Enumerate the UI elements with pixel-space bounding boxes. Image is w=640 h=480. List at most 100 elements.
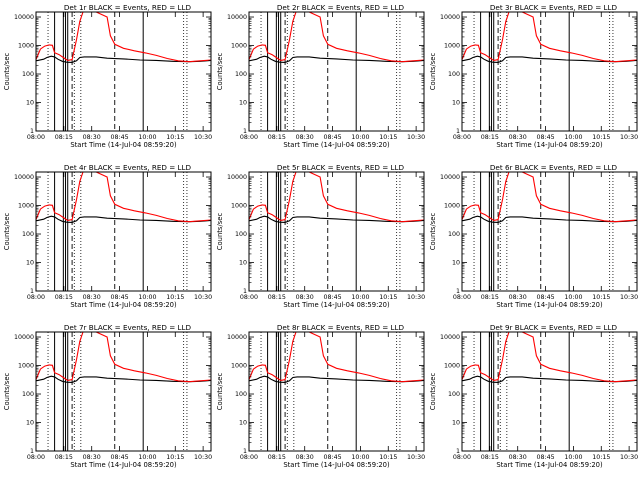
y-axis-label: Counts/sec (3, 213, 11, 251)
series-line-lld (462, 172, 637, 223)
chart-title: Det 2r BLACK = Events, RED = LLD (277, 3, 405, 12)
plot-frame (248, 171, 425, 292)
y-tick-label: 100 (22, 71, 34, 78)
plot-frame (461, 331, 638, 452)
x-axis-label: Start Time (14-Jul-04 08:59:20) (70, 141, 177, 149)
chart-panel-5: 1 10 100 1000 10000 08:00 08:15 08:30 08:45 10:00… (216, 163, 425, 309)
series-line-lld (462, 12, 637, 63)
x-tick-label: 10:15 (592, 454, 610, 461)
y-tick-label: 10 (452, 420, 460, 427)
y-tick-label: 10 (452, 260, 460, 267)
x-tick-label: 10:30 (407, 454, 425, 461)
chart-title: Det 9r BLACK = Events, RED = LLD (490, 323, 618, 332)
x-tick-label: 10:00 (138, 294, 156, 301)
y-tick-label: 1000 (18, 43, 34, 50)
chart-panel-4: 1 10 100 1000 10000 08:00 08:15 08:30 08:45 10:00… (3, 163, 212, 309)
x-tick-label: 10:15 (379, 454, 397, 461)
x-tick-label: 08:15 (481, 134, 499, 141)
chart-panel-7: 1 10 100 1000 10000 08:00 08:15 08:30 08:45 10:00… (3, 323, 212, 469)
y-tick-label: 10000 (14, 14, 34, 21)
y-axis-label: Counts/sec (216, 53, 224, 91)
series-line-events (462, 375, 637, 383)
plot-frame (35, 11, 212, 132)
x-tick-label: 08:45 (536, 294, 554, 301)
series-line-lld (249, 172, 424, 223)
chart-title: Det 6r BLACK = Events, RED = LLD (490, 163, 618, 172)
series-line-events (462, 215, 637, 223)
y-tick-label: 100 (22, 391, 34, 398)
y-tick-label: 100 (448, 71, 460, 78)
x-tick-label: 08:00 (240, 294, 258, 301)
plot-frame (35, 331, 212, 452)
x-axis-label: Start Time (14-Jul-04 08:59:20) (283, 301, 390, 309)
x-tick-label: 10:30 (407, 134, 425, 141)
x-tick-label: 10:15 (166, 454, 184, 461)
y-tick-label: 100 (235, 71, 247, 78)
chart-title: Det 7r BLACK = Events, RED = LLD (64, 323, 192, 332)
chart-title: Det 5r BLACK = Events, RED = LLD (277, 163, 405, 172)
x-tick-label: 10:00 (564, 134, 582, 141)
y-axis-label: Counts/sec (429, 213, 437, 251)
x-tick-label: 08:00 (240, 454, 258, 461)
y-tick-label: 1 (30, 448, 34, 455)
series-line-lld (462, 332, 637, 383)
x-tick-label: 10:15 (592, 294, 610, 301)
x-tick-label: 08:45 (323, 294, 341, 301)
x-tick-label: 08:15 (55, 134, 73, 141)
x-tick-label: 10:30 (194, 134, 212, 141)
x-tick-label: 10:30 (620, 454, 638, 461)
x-tick-label: 10:00 (138, 134, 156, 141)
series-line-lld (249, 12, 424, 63)
chart-title: Det 8r BLACK = Events, RED = LLD (277, 323, 405, 332)
x-tick-label: 10:30 (620, 294, 638, 301)
x-axis-label: Start Time (14-Jul-04 08:59:20) (496, 141, 603, 149)
x-tick-label: 10:00 (351, 454, 369, 461)
y-tick-label: 1000 (231, 203, 247, 210)
y-tick-label: 1 (243, 448, 247, 455)
x-tick-label: 08:15 (481, 294, 499, 301)
x-tick-label: 08:00 (27, 134, 45, 141)
y-tick-label: 1000 (231, 43, 247, 50)
chart-title: Det 3r BLACK = Events, RED = LLD (490, 3, 618, 12)
x-tick-label: 08:00 (27, 294, 45, 301)
y-axis-label: Counts/sec (216, 373, 224, 411)
x-tick-label: 08:00 (453, 134, 471, 141)
x-tick-label: 08:30 (296, 134, 314, 141)
x-tick-label: 10:30 (620, 134, 638, 141)
chart-panel-9: 1 10 100 1000 10000 08:00 08:15 08:30 08:45 10:00… (429, 323, 638, 469)
x-tick-label: 08:30 (83, 294, 101, 301)
y-tick-label: 10 (239, 420, 247, 427)
x-tick-label: 08:45 (323, 134, 341, 141)
y-tick-label: 10000 (227, 334, 247, 341)
chart-panel-6: 1 10 100 1000 10000 08:00 08:15 08:30 08:45 10:00… (429, 163, 638, 309)
x-tick-label: 08:00 (240, 134, 258, 141)
chart-panel-3: 1 10 100 1000 10000 08:00 08:15 08:30 08:45 10:00… (429, 3, 638, 149)
x-tick-label: 10:00 (564, 294, 582, 301)
y-tick-label: 1 (456, 288, 460, 295)
x-tick-label: 08:15 (268, 294, 286, 301)
y-tick-label: 10000 (227, 14, 247, 21)
x-tick-label: 10:00 (351, 134, 369, 141)
y-tick-label: 100 (235, 231, 247, 238)
y-tick-label: 10 (26, 260, 34, 267)
y-axis-label: Counts/sec (3, 373, 11, 411)
x-tick-label: 08:15 (55, 294, 73, 301)
x-tick-label: 10:15 (592, 134, 610, 141)
x-axis-label: Start Time (14-Jul-04 08:59:20) (283, 141, 390, 149)
x-tick-label: 08:30 (83, 134, 101, 141)
x-axis-label: Start Time (14-Jul-04 08:59:20) (283, 461, 390, 469)
x-tick-label: 10:15 (379, 134, 397, 141)
x-tick-label: 08:30 (509, 454, 527, 461)
series-line-lld (36, 332, 211, 383)
x-tick-label: 08:30 (296, 454, 314, 461)
x-tick-label: 10:15 (379, 294, 397, 301)
y-tick-label: 100 (448, 231, 460, 238)
y-tick-label: 1000 (444, 203, 460, 210)
y-tick-label: 10000 (440, 14, 460, 21)
series-line-events (36, 215, 211, 223)
y-tick-label: 100 (235, 391, 247, 398)
x-tick-label: 10:30 (407, 294, 425, 301)
x-tick-label: 08:30 (296, 294, 314, 301)
y-tick-label: 1000 (444, 363, 460, 370)
y-tick-label: 10 (26, 420, 34, 427)
